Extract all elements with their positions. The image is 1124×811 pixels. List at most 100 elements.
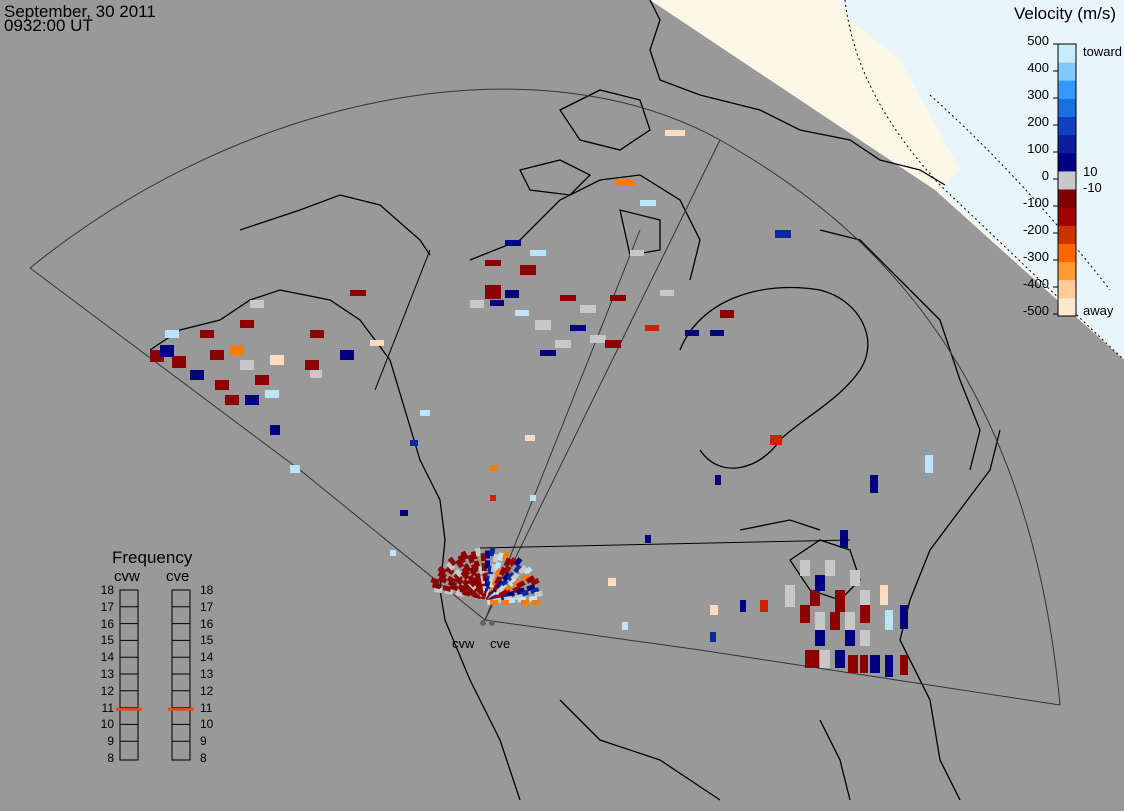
velocity-color-step (1058, 170, 1076, 190)
echo-cell (860, 590, 870, 610)
echo-cell (523, 566, 533, 576)
echo-cell (510, 572, 520, 582)
echo-cell (710, 632, 716, 642)
echo-cell (645, 325, 659, 331)
echo-cell (525, 575, 536, 584)
echo-cell (431, 582, 441, 590)
velocity-tick: 500 (1027, 33, 1049, 48)
echo-cell (885, 610, 893, 630)
echo-cell (785, 585, 795, 607)
velocity-tick: 200 (1027, 114, 1049, 129)
echo-cell (490, 465, 498, 471)
echo-cell (815, 630, 825, 646)
echo-cell (580, 305, 596, 313)
echo-cell (461, 566, 471, 577)
echo-cell (615, 180, 635, 186)
echo-cell (460, 570, 470, 580)
frequency-scale-box (171, 589, 191, 761)
echo-cell (340, 350, 354, 360)
echo-cell (446, 561, 456, 571)
echo-cell (860, 605, 870, 623)
frequency-bar-cve (168, 589, 194, 761)
echo-cell (437, 566, 447, 575)
echo-cell (825, 560, 835, 576)
echo-cell (525, 435, 535, 441)
echo-cell (820, 650, 830, 668)
echo-cell (172, 356, 186, 368)
echo-cell (530, 250, 546, 256)
echo-cell (489, 547, 496, 557)
echo-cell (760, 600, 768, 612)
velocity-inner-label: 10 (1083, 164, 1098, 179)
time-label: 0932:00 UT (4, 16, 93, 35)
echo-cell (710, 330, 724, 336)
echo-cell (480, 552, 487, 562)
echo-cell (485, 260, 501, 266)
echo-cell (390, 550, 396, 556)
echo-cell (437, 570, 447, 580)
echo-cell (215, 380, 229, 390)
echo-cell (497, 552, 505, 562)
echo-cell (710, 605, 718, 615)
echo-cell (502, 550, 510, 561)
echo-cell (800, 605, 810, 623)
echo-cell (310, 370, 322, 378)
frequency-level-cve: 9 (200, 734, 207, 749)
frequency-level-cve: 18 (200, 583, 214, 597)
echo-cell (845, 612, 855, 630)
frequency-level-cve: 12 (200, 683, 214, 698)
echo-cell (190, 370, 204, 380)
radar-site-label-cve: cve (490, 636, 511, 651)
frequency-level-cvw: 17 (100, 599, 114, 614)
echo-cell (310, 330, 324, 338)
echo-cell (430, 577, 440, 585)
echo-cell (513, 557, 523, 567)
velocity-tick: 400 (1027, 60, 1049, 75)
echo-cell (506, 597, 516, 604)
echo-cell (715, 475, 721, 485)
echo-cell (845, 630, 855, 646)
echo-cell (830, 612, 840, 630)
echo-cell (200, 330, 214, 338)
coastlines (149, 0, 1001, 801)
echo-cell (512, 578, 522, 588)
velocity-color-step (1058, 80, 1076, 99)
echo-cell (925, 455, 933, 473)
echo-cell (815, 612, 825, 630)
echo-cell (447, 556, 457, 567)
echo-cell (468, 566, 477, 577)
echo-cell (485, 560, 490, 569)
echo-cell (640, 200, 656, 206)
velocity-color-step (1058, 279, 1076, 299)
echo-cell (498, 566, 507, 576)
echo-cell (490, 495, 496, 501)
velocity-tick: -400 (1022, 276, 1049, 291)
echo-cell (265, 390, 279, 398)
velocity-color-step (1058, 152, 1076, 172)
echo-cell (240, 360, 254, 370)
echo-cell (645, 535, 651, 543)
echo-cell (370, 340, 384, 346)
echo-cell (505, 290, 519, 298)
velocity-color-step (1058, 225, 1076, 244)
echo-cell (610, 295, 626, 301)
frequency-bar-cvw (116, 589, 142, 761)
echo-cell (850, 570, 860, 586)
frequency-bars (116, 589, 194, 761)
echo-cell (860, 630, 870, 646)
echo-cell (474, 547, 482, 557)
echo-cell (660, 290, 674, 296)
echo-cell (532, 600, 540, 605)
velocity-tick: 300 (1027, 87, 1049, 102)
echo-cell (665, 130, 685, 136)
echo-cell (400, 510, 408, 516)
velocity-tick: -100 (1022, 195, 1049, 210)
echo-cell (490, 300, 504, 306)
echo-cell (270, 425, 280, 435)
echo-cell (433, 586, 443, 594)
echo-cell (230, 345, 244, 355)
echo-cell (630, 250, 644, 256)
frequency-radar-label-cve: cve (166, 568, 190, 585)
echo-cell (805, 650, 819, 668)
echo-cell (530, 577, 540, 586)
